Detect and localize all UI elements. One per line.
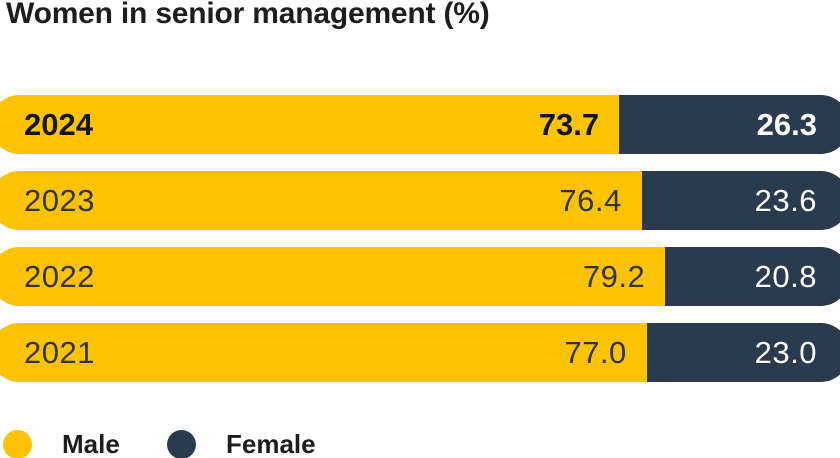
chart-title: Women in senior management (%) — [6, 0, 490, 30]
bar-pill: 2022 79.2 20.8 — [0, 247, 840, 306]
legend-label-male: Male — [62, 428, 120, 458]
bar-value-female: 20.8 — [754, 258, 817, 294]
bar-segment-male[interactable]: 2021 77.0 — [0, 323, 647, 382]
bar-year-label: 2022 — [24, 258, 95, 294]
bar-segment-male[interactable]: 2023 76.4 — [0, 171, 642, 230]
bar-year-label: 2023 — [24, 182, 95, 218]
legend-item-male[interactable]: Male — [3, 429, 120, 458]
legend-label-female: Female — [226, 428, 316, 458]
bar-segment-female[interactable]: 20.8 — [665, 247, 840, 306]
bar-segment-male[interactable]: 2024 73.7 — [0, 95, 620, 154]
bar-row-2022: 2022 79.2 20.8 — [0, 247, 840, 306]
bar-value-female: 23.6 — [754, 182, 817, 218]
bar-row-2023: 2023 76.4 23.6 — [0, 171, 840, 230]
bar-segment-female[interactable]: 26.3 — [619, 95, 840, 154]
bar-value-male: 73.7 — [538, 106, 600, 142]
bar-row-2024: 2024 73.7 26.3 — [0, 95, 840, 154]
bar-value-male: 79.2 — [582, 258, 646, 294]
legend-swatch-female-icon — [167, 429, 196, 458]
bar-segment-male[interactable]: 2022 79.2 — [0, 247, 666, 306]
legend-item-female[interactable]: Female — [167, 429, 316, 458]
bar-pill: 2023 76.4 23.6 — [0, 171, 840, 230]
bar-pill: 2021 77.0 23.0 — [0, 323, 840, 382]
bar-segment-female[interactable]: 23.0 — [646, 323, 840, 382]
bar-value-male: 77.0 — [564, 334, 627, 370]
bar-year-label: 2024 — [24, 106, 93, 142]
legend: Male Female — [0, 429, 840, 458]
legend-swatch-male-icon — [3, 429, 32, 458]
bar-year-label: 2021 — [24, 334, 95, 370]
bar-value-male: 76.4 — [559, 182, 622, 218]
bar-value-female: 23.0 — [754, 334, 817, 370]
bar-value-female: 26.3 — [756, 106, 817, 142]
bar-row-2021: 2021 77.0 23.0 — [0, 323, 840, 382]
bar-pill: 2024 73.7 26.3 — [0, 95, 840, 154]
bar-segment-female[interactable]: 23.6 — [641, 171, 840, 230]
